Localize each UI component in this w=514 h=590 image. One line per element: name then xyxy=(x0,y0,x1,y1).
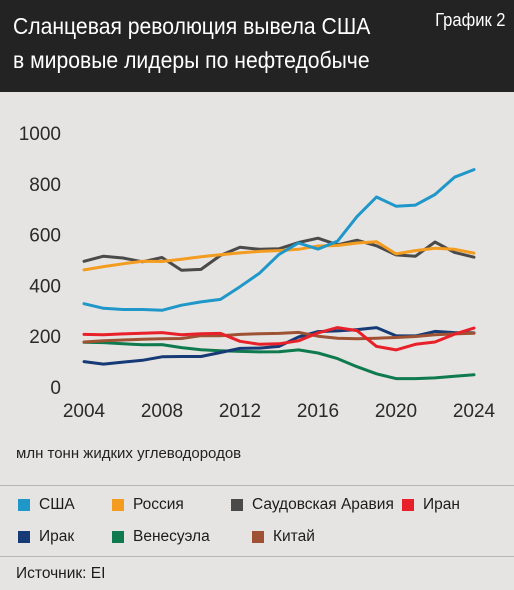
title-line-2: в мировые лидеры по нефтедобыче xyxy=(13,47,370,73)
legend-item-4: Ирак xyxy=(18,528,74,546)
legend-item-6: Китай xyxy=(252,528,315,546)
legend-item-5: Венесуэла xyxy=(112,528,210,546)
series-line-5 xyxy=(82,340,476,381)
series-line-0 xyxy=(82,168,476,312)
figure-label: График 2 xyxy=(435,10,506,30)
x-tick-label-2024: 2024 xyxy=(453,401,496,422)
title-line-1: Сланцевая революция вывела США xyxy=(13,13,371,39)
y-tick-label-200: 200 xyxy=(29,327,61,348)
y-tick-label-1000: 1000 xyxy=(19,124,61,145)
legend-swatch-1 xyxy=(112,499,124,511)
chart-title: Сланцевая революция вывела США в мировые… xyxy=(13,9,373,77)
legend-label-4: Ирак xyxy=(39,528,75,545)
y-tick-label-400: 400 xyxy=(29,276,61,297)
legend-label-5: Венесуэла xyxy=(133,528,210,545)
legend-label-0: США xyxy=(39,496,75,513)
legend-item-0: США xyxy=(18,496,75,514)
chart-header: Сланцевая революция вывела США в мировые… xyxy=(0,0,514,92)
y-tick-label-0: 0 xyxy=(50,378,61,399)
legend-label-2: Саудовская Аравия xyxy=(252,496,394,513)
x-tick-label-2020: 2020 xyxy=(375,401,417,422)
legend-label-3: Иран xyxy=(423,496,460,513)
legend-swatch-2 xyxy=(231,499,243,511)
legend-swatch-4 xyxy=(18,531,30,543)
legend-label-1: Россия xyxy=(133,496,184,513)
y-tick-label-600: 600 xyxy=(29,226,61,247)
legend-label-6: Китай xyxy=(273,528,315,545)
x-tick-label-2012: 2012 xyxy=(219,401,261,422)
x-tick-label-2004: 2004 xyxy=(63,401,106,422)
line-chart: 0 200 400 600 800 1000 2004 2008 2012 2016 2020 202… xyxy=(19,124,496,422)
series-line-1 xyxy=(82,240,476,272)
series-line-6 xyxy=(82,330,476,344)
source-note: Источник: EI xyxy=(16,565,106,582)
x-tick-label-2008: 2008 xyxy=(141,401,183,422)
legend-item-2: Саудовская Аравия xyxy=(231,496,394,514)
series-line-3 xyxy=(82,326,476,352)
legend-swatch-5 xyxy=(112,531,124,543)
y-tick-label-800: 800 xyxy=(29,175,61,196)
x-tick-label-2016: 2016 xyxy=(297,401,339,422)
legend-swatch-3 xyxy=(402,499,414,511)
legend-item-3: Иран xyxy=(402,496,460,514)
legend-swatch-6 xyxy=(252,531,264,543)
legend-item-1: Россия xyxy=(112,496,184,514)
legend-swatch-0 xyxy=(18,499,30,511)
unit-label: млн тонн жидких углеводородов xyxy=(16,445,242,462)
legend-divider-top xyxy=(0,485,514,486)
legend-divider-bottom xyxy=(0,556,514,557)
